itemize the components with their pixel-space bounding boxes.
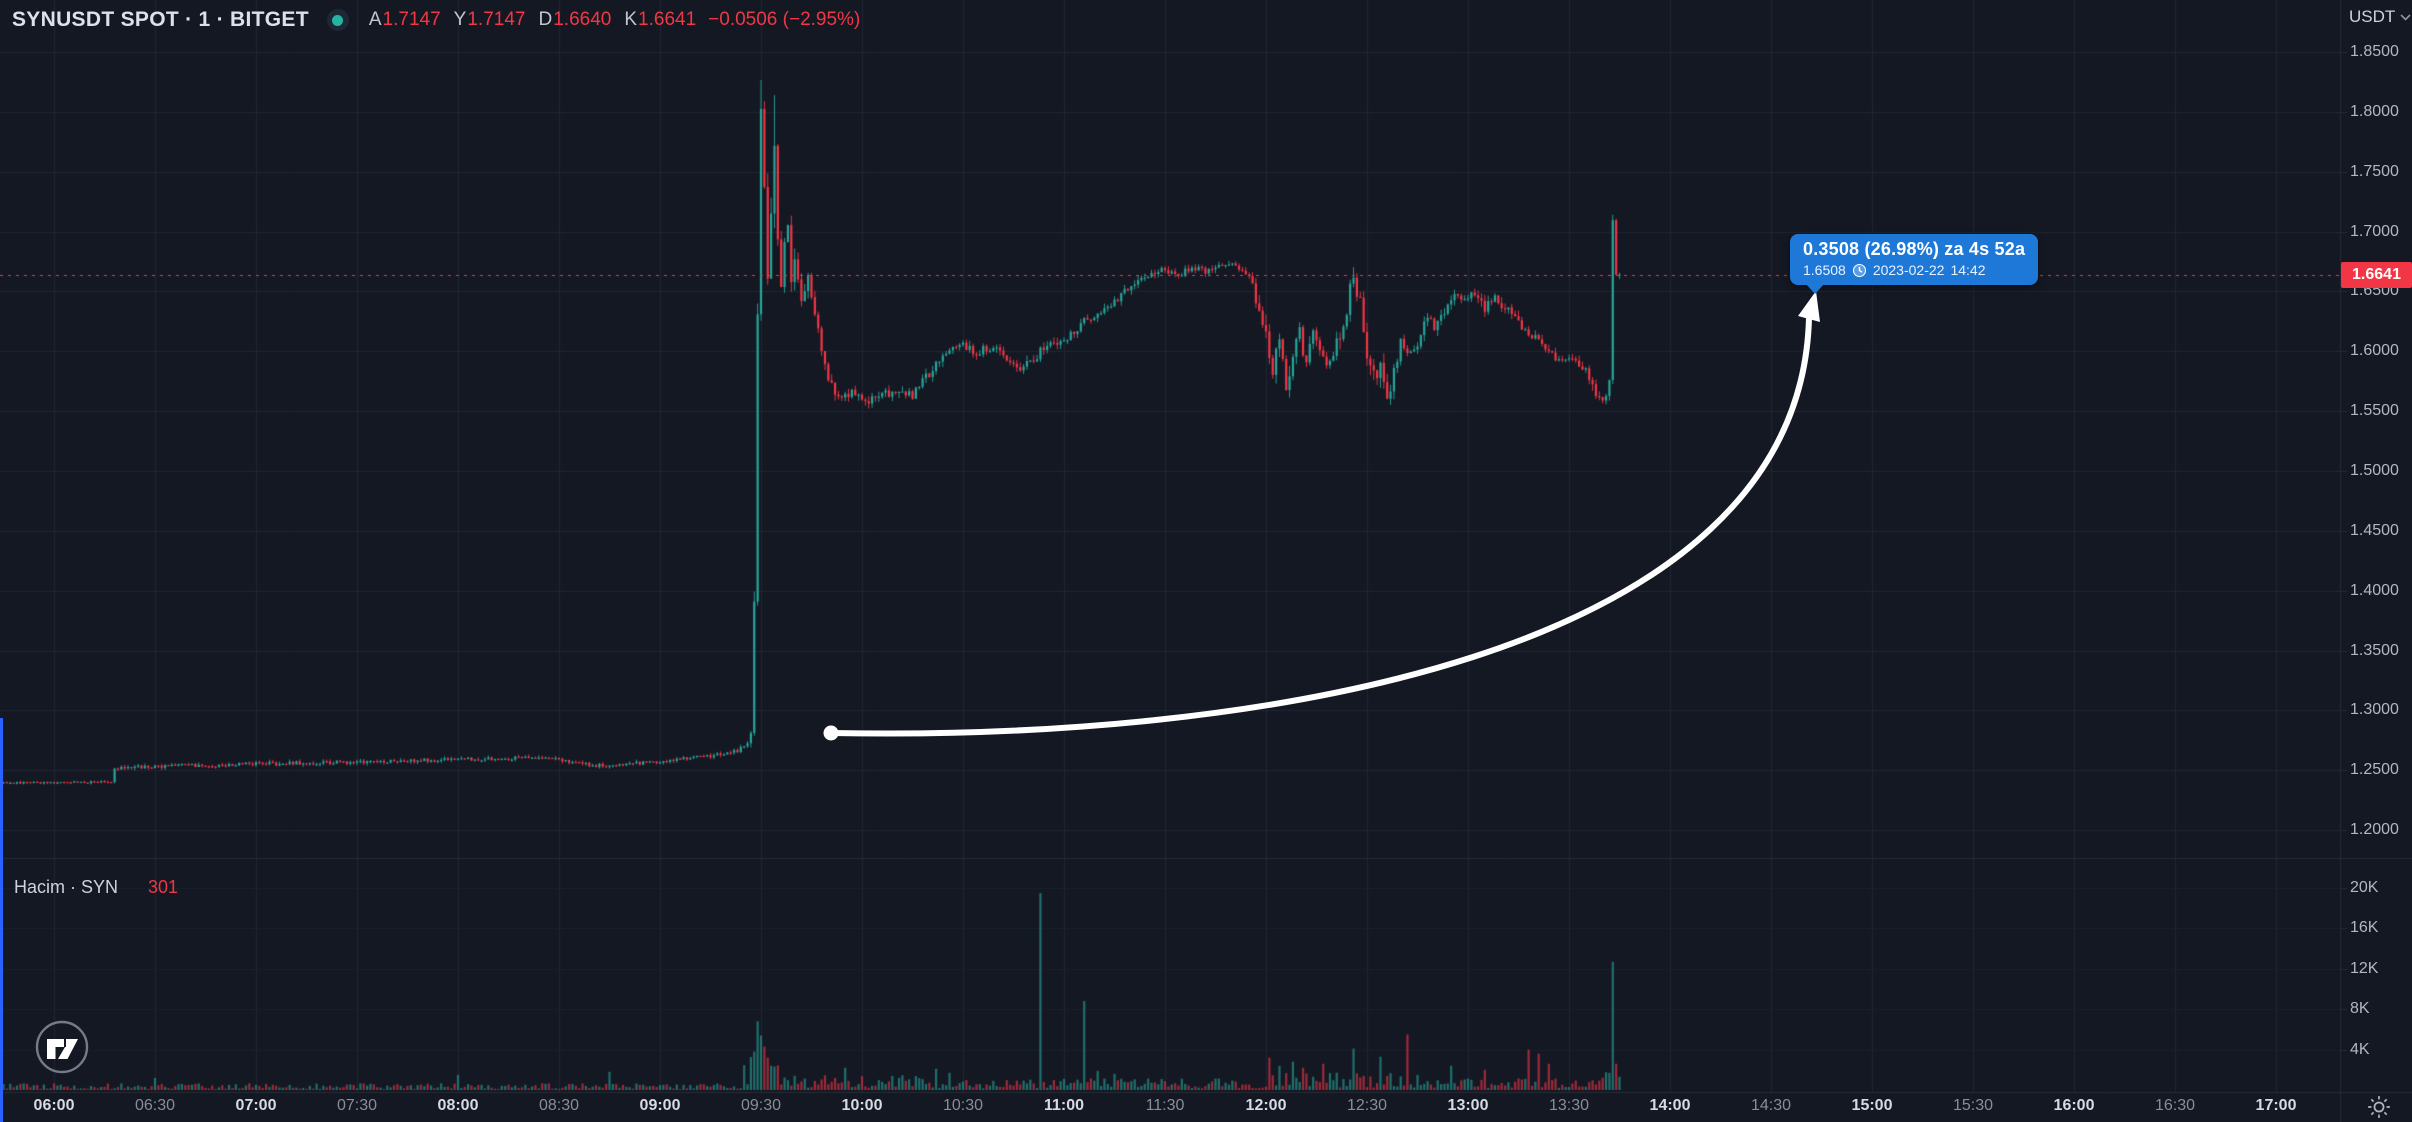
volume-indicator-label: Hacim · SYN <box>14 877 119 897</box>
price-tick-label: 1.2500 <box>2350 761 2399 779</box>
time-tick-label: 06:00 <box>33 1097 75 1114</box>
time-tick-label: 07:00 <box>235 1097 277 1114</box>
time-tick-label: 16:00 <box>2053 1097 2095 1114</box>
tradingview-logo-button[interactable] <box>34 1019 90 1075</box>
time-tick-label: 11:30 <box>1145 1097 1185 1114</box>
price-tick-label: 1.6000 <box>2350 342 2399 360</box>
price-tick-label: 1.2000 <box>2350 821 2399 839</box>
price-tick-label: 1.4000 <box>2350 581 2399 599</box>
price-tick-label: 1.3500 <box>2350 641 2399 659</box>
time-tick-label: 13:00 <box>1447 1097 1489 1114</box>
time-tick-label: 08:30 <box>538 1097 580 1114</box>
arrow-start-dot <box>823 725 839 741</box>
symbol-title[interactable]: SYNUSDT SPOT · 1 · BITGET <box>12 8 309 31</box>
time-tick-label: 13:30 <box>1548 1097 1590 1114</box>
time-tick-label: 08:00 <box>437 1097 479 1114</box>
volume-indicator-row[interactable]: Hacim · SYN 301 <box>14 877 178 898</box>
time-tick-label: 12:00 <box>1245 1097 1287 1114</box>
time-tick-label: 09:00 <box>639 1097 681 1114</box>
market-status-indicator-icon[interactable] <box>326 9 349 31</box>
time-tick-label: 10:30 <box>942 1097 984 1114</box>
price-tick-label: 1.5000 <box>2350 461 2399 479</box>
ohlc-close: K1.6641 <box>624 9 697 30</box>
price-tick-label: 1.4500 <box>2350 521 2399 539</box>
volume-tick-label: 16K <box>2350 919 2379 937</box>
timezone-sun-icon[interactable] <box>2366 1094 2392 1120</box>
ohlc-values-group: A1.7147 Y1.7147 D1.6640 K1.6641 <box>369 9 696 31</box>
chevron-down-icon <box>2400 13 2411 21</box>
time-tick-label: 10:00 <box>841 1097 883 1114</box>
time-tick-label: 15:30 <box>1952 1097 1994 1114</box>
volume-tick-label: 8K <box>2350 1000 2370 1018</box>
time-tick-label: 16:30 <box>2154 1097 2196 1114</box>
tooltip-change-text: 0.3508 (26.98%) za 4s 52a <box>1803 239 2026 259</box>
tooltip-price: 1.6508 <box>1803 262 1846 278</box>
time-tick-label: 07:30 <box>336 1097 378 1114</box>
last-price-badge: 1.6641 <box>2341 261 2412 288</box>
time-tick-label: 17:00 <box>2255 1097 2297 1114</box>
pane-active-indicator[interactable] <box>0 718 3 1122</box>
time-tick-label: 12:30 <box>1346 1097 1388 1114</box>
currency-label: USDT <box>2349 7 2396 26</box>
price-tick-label: 1.7500 <box>2350 162 2399 180</box>
ohlc-high: Y1.7147 <box>453 9 526 30</box>
price-tick-label: 1.5500 <box>2350 402 2399 420</box>
time-tick-label: 11:00 <box>1043 1097 1085 1114</box>
change-value: −0.0506 (−2.95%) <box>708 9 861 30</box>
time-tick-label: 15:00 <box>1851 1097 1893 1114</box>
clock-icon <box>1852 263 1866 277</box>
volume-tick-label: 12K <box>2350 959 2379 977</box>
time-tick-label: 14:30 <box>1750 1097 1792 1114</box>
arrow-head-icon <box>1798 291 1820 322</box>
price-tick-label: 1.8000 <box>2350 102 2399 120</box>
arrow-curve <box>828 315 1812 737</box>
volume-tick-label: 4K <box>2350 1040 2370 1058</box>
ohlc-low: D1.6640 <box>538 9 612 30</box>
volume-tick-label: 20K <box>2350 879 2379 896</box>
tooltip-time: 14:42 <box>1950 262 1986 278</box>
tooltip-date: 2023-02-22 <box>1872 262 1945 278</box>
price-tick-label: 1.8500 <box>2350 43 2399 60</box>
price-tick-label: 1.3000 <box>2350 701 2399 719</box>
time-tick-label: 09:30 <box>740 1097 782 1114</box>
measure-tooltip: 0.3508 (26.98%) za 4s 52a 1.6508 2023-02… <box>1790 234 2039 294</box>
time-axis[interactable]: 06:00 06:30 07:00 07:30 08:00 08:30 09:00 09:30… <box>0 1093 2340 1122</box>
time-tick-label: 06:30 <box>134 1097 176 1114</box>
price-axis[interactable]: USDT 1.8500 1.8000 1.7500 1.7000 1.6500 1.600… <box>2341 0 2412 1092</box>
chart-header: SYNUSDT SPOT · 1 · BITGET A1.7147 Y1.7147… <box>12 4 860 36</box>
ohlc-open: A1.7147 <box>368 9 441 30</box>
time-tick-label: 14:00 <box>1649 1097 1691 1114</box>
price-tick-label: 1.7000 <box>2350 222 2399 240</box>
currency-selector[interactable]: USDT <box>2349 7 2411 27</box>
volume-indicator-value: 301 <box>148 877 179 897</box>
